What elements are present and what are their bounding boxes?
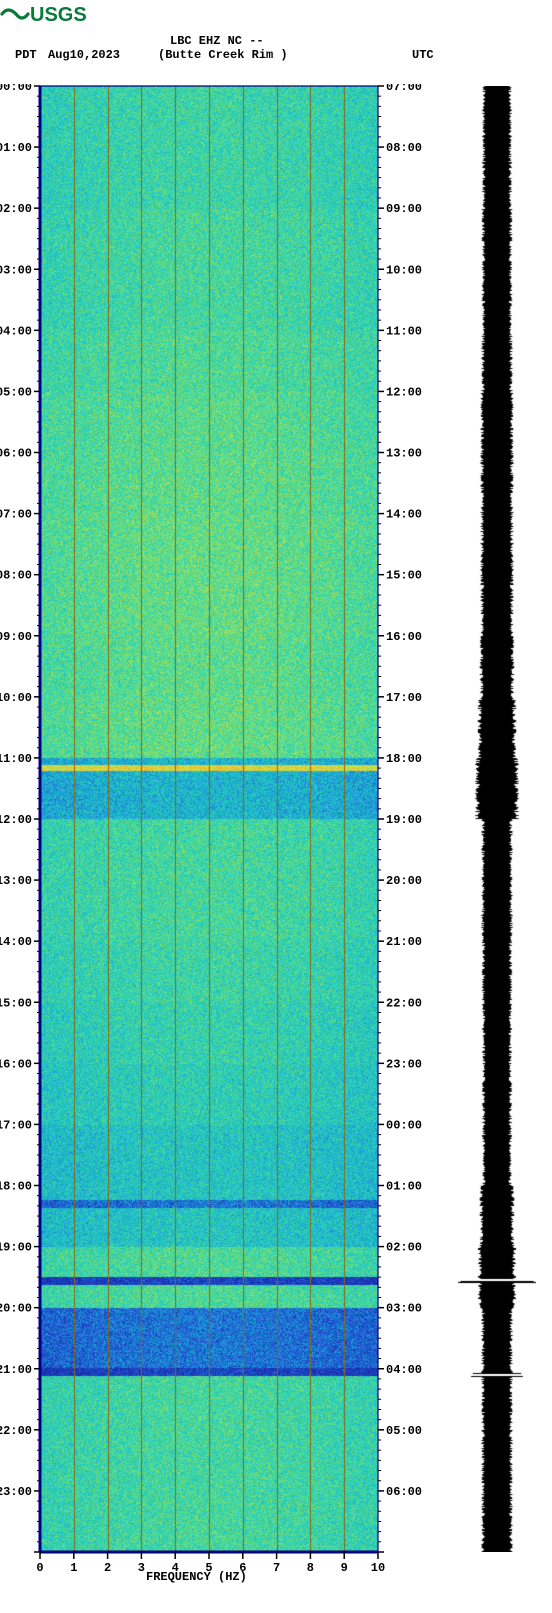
svg-text:09:00: 09:00 [0, 630, 32, 644]
svg-text:17:00: 17:00 [0, 1118, 32, 1132]
svg-text:16:00: 16:00 [386, 630, 422, 644]
svg-text:11:00: 11:00 [0, 752, 32, 766]
svg-text:07:00: 07:00 [386, 84, 422, 94]
svg-text:15:00: 15:00 [386, 569, 422, 583]
svg-text:1: 1 [70, 1561, 77, 1575]
svg-text:00:00: 00:00 [0, 84, 32, 94]
svg-text:10:00: 10:00 [0, 691, 32, 705]
svg-text:12:00: 12:00 [0, 813, 32, 827]
svg-text:23:00: 23:00 [0, 1485, 32, 1499]
svg-text:10: 10 [371, 1561, 385, 1575]
usgs-logo: USGS [0, 0, 100, 26]
svg-text:20:00: 20:00 [386, 874, 422, 888]
tz-left: PDT [15, 48, 37, 62]
svg-text:05:00: 05:00 [386, 1424, 422, 1438]
svg-text:08:00: 08:00 [0, 569, 32, 583]
svg-text:04:00: 04:00 [0, 324, 32, 338]
station-id: LBC EHZ NC -- [170, 34, 264, 48]
svg-text:09:00: 09:00 [386, 202, 422, 216]
svg-text:21:00: 21:00 [0, 1363, 32, 1377]
svg-text:00:00: 00:00 [386, 1118, 422, 1132]
svg-text:11:00: 11:00 [386, 324, 422, 338]
svg-text:01:00: 01:00 [0, 141, 32, 155]
svg-text:0: 0 [36, 1561, 43, 1575]
svg-text:03:00: 03:00 [0, 263, 32, 277]
station-name: (Butte Creek Rim ) [158, 48, 288, 62]
svg-text:14:00: 14:00 [0, 935, 32, 949]
svg-text:19:00: 19:00 [386, 813, 422, 827]
svg-text:13:00: 13:00 [386, 447, 422, 461]
svg-text:2: 2 [104, 1561, 111, 1575]
tz-right: UTC [412, 48, 434, 62]
svg-text:18:00: 18:00 [0, 1180, 32, 1194]
svg-text:23:00: 23:00 [386, 1057, 422, 1071]
x-axis-label: FREQUENCY (HZ) [146, 1570, 247, 1584]
svg-text:19:00: 19:00 [0, 1241, 32, 1255]
svg-text:USGS: USGS [30, 4, 87, 26]
svg-text:17:00: 17:00 [386, 691, 422, 705]
svg-text:8: 8 [307, 1561, 314, 1575]
svg-text:06:00: 06:00 [386, 1485, 422, 1499]
svg-text:20:00: 20:00 [0, 1302, 32, 1316]
svg-text:02:00: 02:00 [0, 202, 32, 216]
svg-text:04:00: 04:00 [386, 1363, 422, 1377]
svg-text:22:00: 22:00 [386, 996, 422, 1010]
svg-text:03:00: 03:00 [386, 1302, 422, 1316]
svg-text:14:00: 14:00 [386, 508, 422, 522]
svg-text:7: 7 [273, 1561, 280, 1575]
svg-text:07:00: 07:00 [0, 508, 32, 522]
svg-text:10:00: 10:00 [386, 263, 422, 277]
svg-text:02:00: 02:00 [386, 1241, 422, 1255]
svg-text:15:00: 15:00 [0, 996, 32, 1010]
svg-text:21:00: 21:00 [386, 935, 422, 949]
spectrogram-plot: 00:0007:0001:0008:0002:0009:0003:0010:00… [40, 86, 380, 1554]
amplitude-strip [458, 86, 536, 1552]
svg-text:13:00: 13:00 [0, 874, 32, 888]
svg-text:18:00: 18:00 [386, 752, 422, 766]
date-label: Aug10,2023 [48, 48, 120, 62]
svg-text:06:00: 06:00 [0, 447, 32, 461]
svg-text:22:00: 22:00 [0, 1424, 32, 1438]
svg-text:08:00: 08:00 [386, 141, 422, 155]
svg-text:01:00: 01:00 [386, 1180, 422, 1194]
svg-text:16:00: 16:00 [0, 1057, 32, 1071]
svg-text:9: 9 [341, 1561, 348, 1575]
svg-text:3: 3 [138, 1561, 145, 1575]
svg-text:12:00: 12:00 [386, 385, 422, 399]
svg-text:05:00: 05:00 [0, 385, 32, 399]
